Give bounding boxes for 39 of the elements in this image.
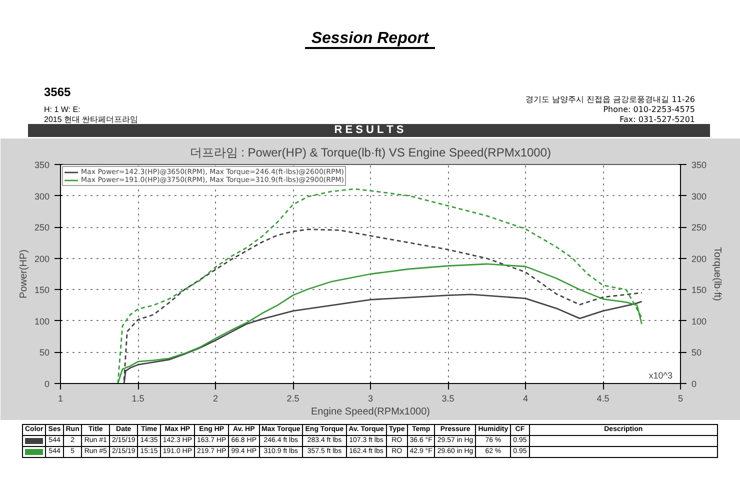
x-tick-label: 3.5 xyxy=(442,394,454,404)
y2-tick-label: 200 xyxy=(692,254,707,264)
x-tick-label: 2 xyxy=(212,394,218,404)
y2-tick-label: 0 xyxy=(692,379,697,389)
text: R E S U L T S xyxy=(28,124,710,137)
x-tick-label: 4.5 xyxy=(596,394,610,404)
annotation: x10^3 xyxy=(648,370,673,380)
y2-tick-label: 150 xyxy=(692,285,707,296)
y2-tick-label: 50 xyxy=(692,348,702,358)
y-tick-label: 150 xyxy=(34,285,50,296)
y2-tick-label: 100 xyxy=(692,316,707,326)
y-axis-title: Power(HP) xyxy=(18,250,30,298)
y-tick-label: 50 xyxy=(39,348,50,358)
x-tick-label: 5 xyxy=(678,394,684,404)
y-tick-label: 0 xyxy=(44,379,50,389)
y-tick-label: 200 xyxy=(34,254,50,264)
y2-tick-label: 250 xyxy=(692,222,707,233)
y2-tick-label: 300 xyxy=(692,191,707,202)
y2-axis-title: Torque(lb·ft) xyxy=(712,247,723,301)
x-tick-label: 1.5 xyxy=(132,394,144,404)
x-tick-label: 3 xyxy=(368,394,374,404)
x-tick-label: 1 xyxy=(58,394,64,404)
text: 경기도 남양주시 진접읍 금강로풍경내길 11-26 xyxy=(526,95,695,104)
y-tick-label: 350 xyxy=(34,160,50,170)
text: H: 1 W: E: xyxy=(44,105,80,114)
text: Phone: 010-2253-4575 xyxy=(603,105,695,114)
y-tick-label: 300 xyxy=(34,191,50,202)
text: 2015 현대 싼타페더프라임 xyxy=(44,115,138,124)
y-tick-label: 250 xyxy=(34,222,50,233)
text: Fax: 031-527-5201 xyxy=(620,115,695,124)
y2-tick-label: 350 xyxy=(692,160,707,170)
chart-title: 더프라임 : Power(HP) & Torque(lb·ft) VS Engine Speed(RPMx1000) xyxy=(190,146,552,160)
x-tick-label: 4 xyxy=(522,394,528,404)
text: 3565 xyxy=(44,84,71,101)
line-series xyxy=(123,228,642,382)
x-axis-title: Engine Speed(RPMx1000) xyxy=(311,406,430,418)
text: Session Report xyxy=(305,30,435,49)
x-tick-label: 2.5 xyxy=(286,394,300,404)
y-tick-label: 100 xyxy=(34,316,50,326)
